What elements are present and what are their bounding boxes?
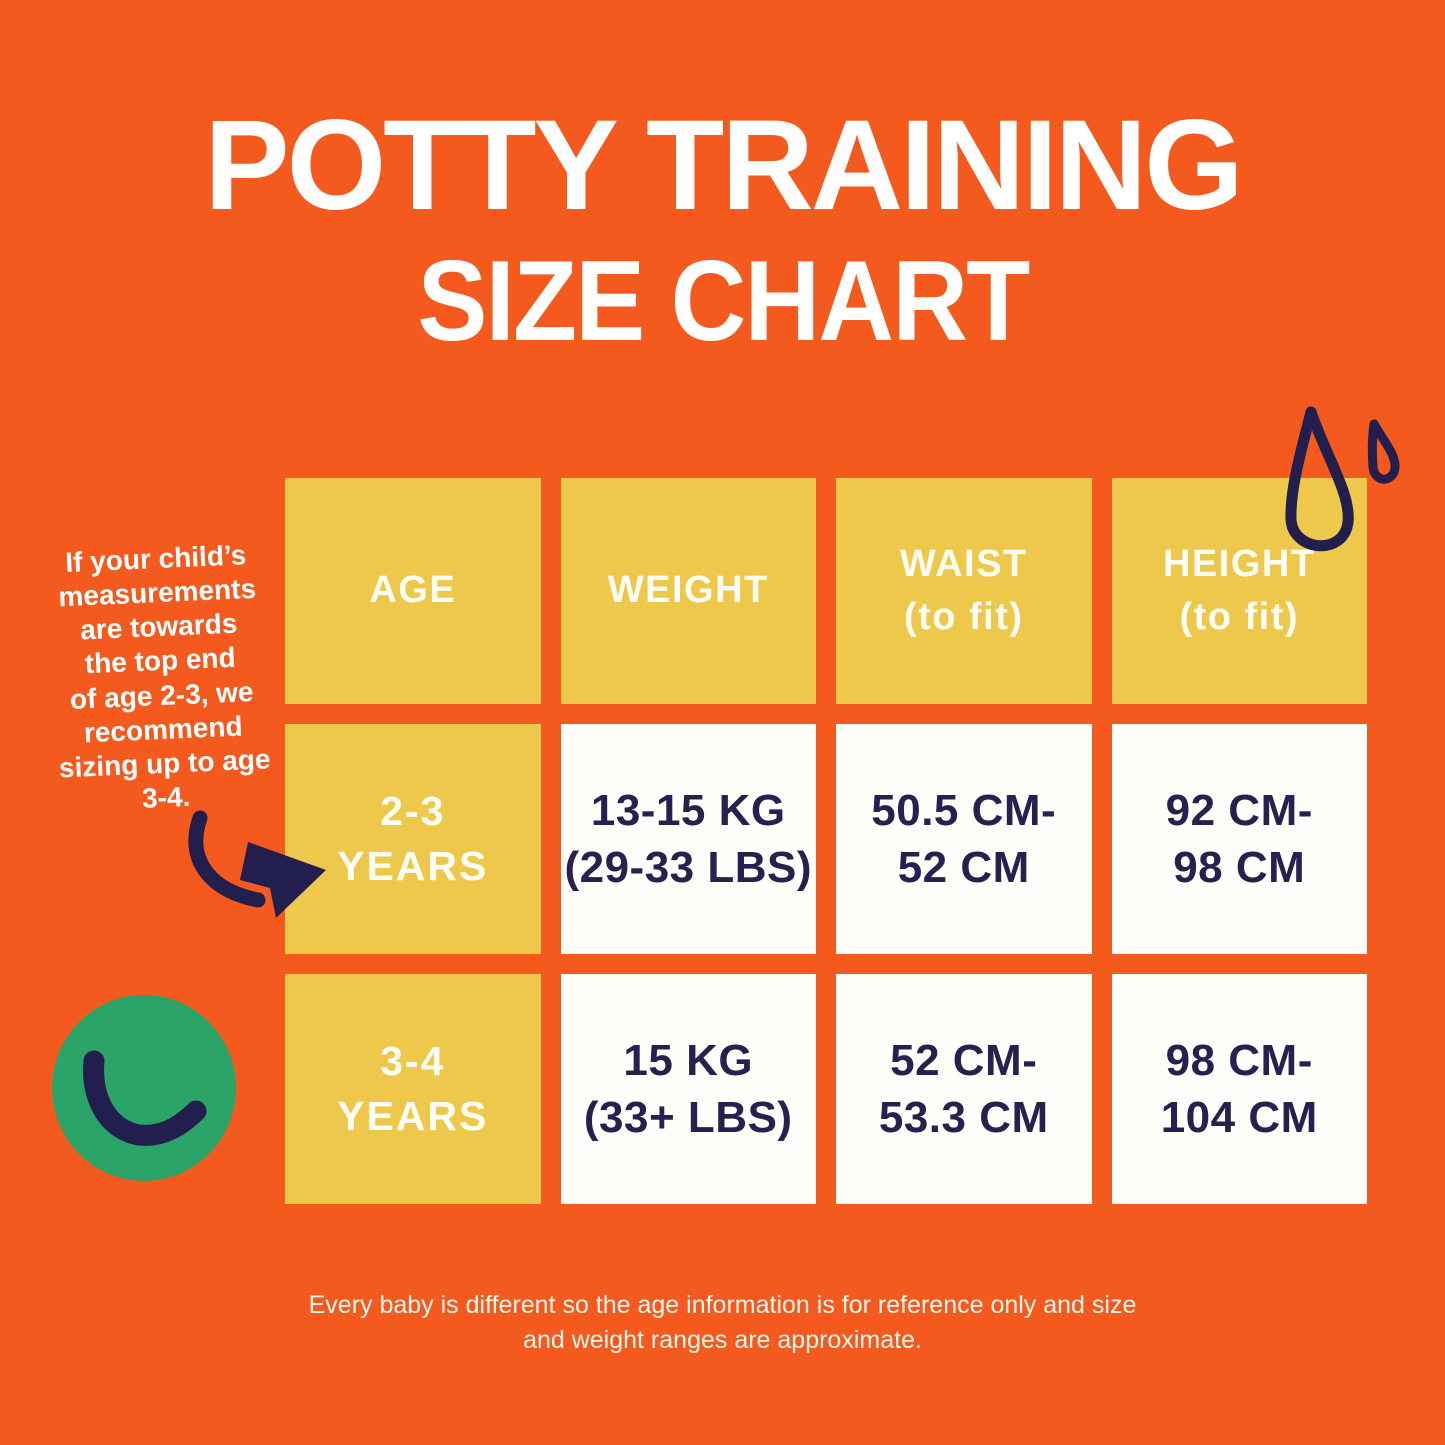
water-droplets-icon	[1285, 406, 1400, 552]
cell-height-2-3: 92 CM- 98 CM	[1111, 724, 1367, 954]
cell-age-2-3: 2-3 YEARS	[285, 724, 541, 954]
page-title-line2-text: SIZE CHART	[417, 238, 1030, 365]
cell-waist-3-4: 52 CM- 53.3 CM	[836, 974, 1092, 1204]
cell-height-3-4: 98 CM- 104 CM	[1111, 974, 1367, 1204]
cell-weight-2-3: 13-15 KG (29-33 LBS)	[560, 724, 816, 954]
cell-weight-3-4: 15 KG (33+ LBS)	[560, 974, 816, 1204]
header-cell-age: AGE	[285, 478, 541, 704]
header-cell-weight: WEIGHT	[560, 478, 816, 704]
size-table: AGE WEIGHT WAIST (to fit) HEIGHT (to fit…	[285, 478, 1367, 1204]
page-title-line2: SIZE CHART	[0, 236, 1445, 367]
cell-waist-2-3: 50.5 CM- 52 CM	[836, 724, 1092, 954]
cell-age-3-4: 3-4 YEARS	[285, 974, 541, 1204]
footer-disclaimer: Every baby is different so the age infor…	[308, 1291, 1137, 1354]
header-cell-height: HEIGHT (to fit)	[1111, 478, 1367, 704]
smiley-face-icon	[52, 995, 236, 1181]
sizing-up-note: If your child’s measurements are towards…	[57, 539, 272, 815]
header-cell-waist: WAIST (to fit)	[836, 478, 1092, 704]
curved-arrow-icon	[188, 810, 326, 918]
page-title-line1: POTTY TRAINING	[204, 94, 1244, 237]
